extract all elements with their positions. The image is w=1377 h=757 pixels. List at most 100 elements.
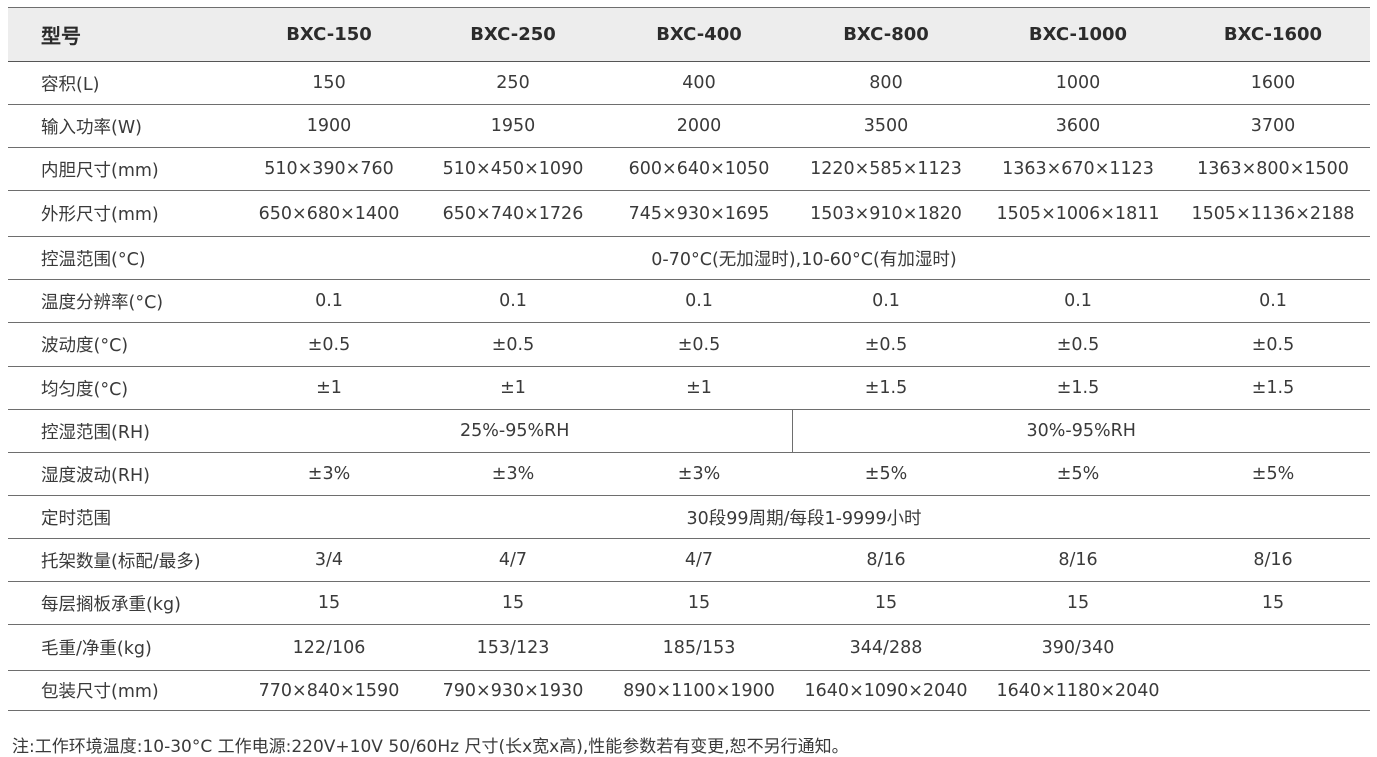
table-cell: ±5%	[1176, 452, 1370, 496]
table-cell	[1176, 624, 1370, 671]
table-cell: 8/16	[1176, 538, 1370, 582]
table-cell: ±3%	[420, 452, 606, 496]
table-cell: ±1	[606, 366, 792, 410]
model-header: BXC-1000	[980, 7, 1176, 62]
spanning-cell: 0-70°C(无加湿时),10-60°C(有加湿时)	[238, 236, 1370, 280]
table-cell: 3500	[792, 104, 980, 148]
table-row: 湿度波动(RH) ±3% ±3% ±3% ±5% ±5% ±5%	[8, 452, 1370, 496]
table-cell: ±3%	[606, 452, 792, 496]
header-label: 型号	[8, 7, 238, 62]
row-label: 外形尺寸(mm)	[8, 190, 238, 237]
table-cell: 1363×800×1500	[1176, 147, 1370, 191]
table-cell: 745×930×1695	[606, 190, 792, 237]
table-cell: ±1.5	[980, 366, 1176, 410]
table-cell: 510×390×760	[238, 147, 420, 191]
table-cell: 1220×585×1123	[792, 147, 980, 191]
table-cell: 15	[420, 581, 606, 625]
table-header-row: 型号 BXC-150 BXC-250 BXC-400 BXC-800 BXC-1…	[8, 7, 1370, 62]
row-label: 输入功率(W)	[8, 104, 238, 148]
table-cell: 250	[420, 61, 606, 105]
table-cell: 790×930×1930	[420, 670, 606, 711]
table-row: 毛重/净重(kg) 122/106 153/123 185/153 344/28…	[8, 624, 1370, 671]
table-cell: 3600	[980, 104, 1176, 148]
table-row: 外形尺寸(mm) 650×680×1400 650×740×1726 745×9…	[8, 190, 1370, 237]
table-row: 均匀度(°C) ±1 ±1 ±1 ±1.5 ±1.5 ±1.5	[8, 366, 1370, 410]
table-row: 输入功率(W) 1900 1950 2000 3500 3600 3700	[8, 104, 1370, 148]
table-row: 每层搁板承重(kg) 15 15 15 15 15 15	[8, 581, 1370, 625]
table-cell: ±0.5	[1176, 322, 1370, 367]
table-cell: 0.1	[1176, 279, 1370, 323]
table-row: 控湿范围(RH) 25%-95%RH 30%-95%RH	[8, 409, 1370, 453]
table-cell: 890×1100×1900	[606, 670, 792, 711]
table-cell: 4/7	[420, 538, 606, 582]
table-cell: 1505×1006×1811	[980, 190, 1176, 237]
table-cell: ±1	[420, 366, 606, 410]
table-row: 内胆尺寸(mm) 510×390×760 510×450×1090 600×64…	[8, 147, 1370, 191]
table-row: 波动度(°C) ±0.5 ±0.5 ±0.5 ±0.5 ±0.5 ±0.5	[8, 322, 1370, 367]
model-header: BXC-250	[420, 7, 606, 62]
table-cell: 185/153	[606, 624, 792, 671]
table-cell: ±1	[238, 366, 420, 410]
row-label: 托架数量(标配/最多)	[8, 538, 238, 582]
table-cell: ±0.5	[980, 322, 1176, 367]
table-cell: ±0.5	[238, 322, 420, 367]
table-cell: 1000	[980, 61, 1176, 105]
table-cell: 0.1	[420, 279, 606, 323]
row-label: 内胆尺寸(mm)	[8, 147, 238, 191]
table-cell: ±3%	[238, 452, 420, 496]
table-row: 容积(L) 150 250 400 800 1000 1600	[8, 61, 1370, 105]
row-label: 毛重/净重(kg)	[8, 624, 238, 671]
table-cell: 3700	[1176, 104, 1370, 148]
table-cell: 650×740×1726	[420, 190, 606, 237]
table-cell: ±0.5	[792, 322, 980, 367]
row-label: 温度分辨率(°C)	[8, 279, 238, 323]
table-cell: ±0.5	[606, 322, 792, 367]
row-label: 每层搁板承重(kg)	[8, 581, 238, 625]
row-label: 控温范围(°C)	[8, 236, 238, 280]
table-cell: 122/106	[238, 624, 420, 671]
row-label: 容积(L)	[8, 61, 238, 105]
model-header: BXC-800	[792, 7, 980, 62]
row-label: 湿度波动(RH)	[8, 452, 238, 496]
table-cell: 1600	[1176, 61, 1370, 105]
table-cell: 1640×1180×2040	[980, 670, 1176, 711]
table-cell: 0.1	[238, 279, 420, 323]
table-row: 托架数量(标配/最多) 3/4 4/7 4/7 8/16 8/16 8/16	[8, 538, 1370, 582]
row-label: 均匀度(°C)	[8, 366, 238, 410]
table-cell: 1363×670×1123	[980, 147, 1176, 191]
row-label: 波动度(°C)	[8, 322, 238, 367]
table-cell: ±5%	[980, 452, 1176, 496]
row-label: 包装尺寸(mm)	[8, 670, 238, 711]
model-header: BXC-400	[606, 7, 792, 62]
table-cell: 510×450×1090	[420, 147, 606, 191]
table-cell: 0.1	[792, 279, 980, 323]
table-cell: 15	[980, 581, 1176, 625]
table-cell: 8/16	[980, 538, 1176, 582]
table-cell: 800	[792, 61, 980, 105]
table-cell: 8/16	[792, 538, 980, 582]
table-row: 控温范围(°C) 0-70°C(无加湿时),10-60°C(有加湿时)	[8, 236, 1370, 280]
table-cell: 2000	[606, 104, 792, 148]
table-cell: 650×680×1400	[238, 190, 420, 237]
table-cell: 150	[238, 61, 420, 105]
table-cell: 1503×910×1820	[792, 190, 980, 237]
table-cell: 3/4	[238, 538, 420, 582]
table-cell: 1900	[238, 104, 420, 148]
spec-table: 型号 BXC-150 BXC-250 BXC-400 BXC-800 BXC-1…	[8, 7, 1370, 711]
table-cell: ±0.5	[420, 322, 606, 367]
row-label: 定时范围	[8, 495, 238, 539]
table-cell: 15	[1176, 581, 1370, 625]
table-cell: 770×840×1590	[238, 670, 420, 711]
table-cell: 0.1	[606, 279, 792, 323]
table-cell: 400	[606, 61, 792, 105]
table-cell: ±5%	[792, 452, 980, 496]
table-cell: ±1.5	[792, 366, 980, 410]
table-cell: ±1.5	[1176, 366, 1370, 410]
table-cell: 1950	[420, 104, 606, 148]
table-cell: 0.1	[980, 279, 1176, 323]
table-cell: 1505×1136×2188	[1176, 190, 1370, 237]
row-label: 控湿范围(RH)	[8, 409, 238, 453]
table-cell: 1640×1090×2040	[792, 670, 980, 711]
table-cell: 600×640×1050	[606, 147, 792, 191]
table-cell: 153/123	[420, 624, 606, 671]
